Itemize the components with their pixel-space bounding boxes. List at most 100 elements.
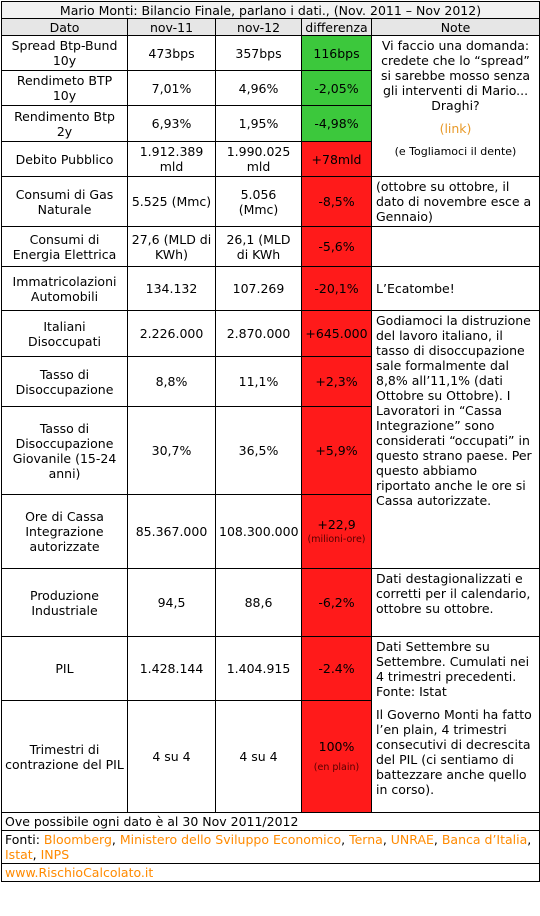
row-nov12: 107.269: [215, 266, 302, 311]
row-diff: +5,9%: [301, 406, 372, 495]
row-label: Rendimento Btp 2y: [1, 105, 128, 142]
table-row: Debito Pubblico 1.912.389 mld 1.990.025 …: [1, 141, 540, 177]
row-label: Produzione Industriale: [1, 568, 128, 637]
row-label: PIL: [1, 636, 128, 701]
table-row: Immatricolazioni Automobili 134.132 107.…: [1, 266, 540, 311]
row-diff: +645.000: [301, 310, 372, 357]
row-nov11: 4 su 4: [127, 700, 216, 813]
source-link-mise[interactable]: Ministero dello Sviluppo Economico: [119, 832, 342, 847]
row-nov12: 357bps: [215, 35, 302, 71]
row-diff-unit: (milioni-ore): [307, 533, 366, 545]
row-diff-value: +22,9: [317, 516, 356, 532]
row-diff: -2.4%: [301, 636, 372, 701]
row-label: Trimestri di contrazione del PIL: [1, 700, 128, 813]
row-nov11: 94,5: [127, 568, 216, 637]
row-nov12: 1,95%: [215, 105, 302, 142]
table-row: Spread Btp-Bund 10y 473bps 357bps 116bps…: [1, 35, 540, 177]
row-diff: -4,98%: [301, 105, 372, 142]
row-nov12: 26,1 (MLD di KWh: [215, 226, 302, 267]
row-nov12: 1.404.915: [215, 636, 302, 701]
row-label: Consumi di Energia Elettrica: [1, 226, 128, 267]
bilancio-table: Mario Monti: Bilancio Finale, parlano i …: [1, 1, 540, 882]
note-empty: [371, 226, 540, 267]
row-nov11: 30,7%: [127, 406, 216, 495]
table-row: Ore di Cassa Integrazione autorizzate 85…: [1, 494, 540, 569]
header-nov12: nov-12: [215, 18, 302, 36]
row-nov12: 5.056 (Mmc): [215, 176, 302, 227]
row-nov12: 108.300.000: [215, 494, 302, 569]
row-nov12: 1.990.025 mld: [215, 141, 302, 177]
note-togliamoci: (e Togliamoci il dente): [394, 145, 517, 158]
row-nov12: 36,5%: [215, 406, 302, 495]
note-link[interactable]: (link): [439, 121, 472, 136]
note-spread-question: Vi faccio una domanda: credete che lo “s…: [380, 38, 531, 113]
table-row: Italiani Disoccupati 2.226.000 2.870.000…: [1, 310, 540, 569]
row-nov11: 27,6 (MLD di KWh): [127, 226, 216, 267]
header-row: Dato nov-11 nov-12 differenza Note: [1, 18, 540, 36]
row-nov11: 2.226.000: [127, 310, 216, 357]
row-nov11: 1.428.144: [127, 636, 216, 701]
row-nov12: 11,1%: [215, 356, 302, 407]
row-nov12: 2.870.000: [215, 310, 302, 357]
table-row: Rendimeto BTP 10y 7,01% 4,96% -2,05%: [1, 70, 540, 106]
table-row: Tasso di Disoccupazione Giovanile (15-24…: [1, 406, 540, 495]
note-spread: Vi faccio una domanda: credete che lo “s…: [371, 35, 540, 177]
date-note: Ove possibile ogni dato è al 30 Nov 2011…: [1, 812, 540, 831]
note-pil-text: Dati Settembre su Settembre. Cumulati ne…: [376, 639, 530, 699]
source-link-inps[interactable]: INPS: [40, 847, 70, 862]
row-nov11: 85.367.000: [127, 494, 216, 569]
row-diff-value: 100%: [318, 738, 355, 754]
row-nov11: 1.912.389 mld: [127, 141, 216, 177]
row-label: Debito Pubblico: [1, 141, 128, 177]
sources-label: Fonti:: [5, 832, 40, 847]
sources-line: Fonti: Bloomberg, Ministero dello Svilup…: [1, 830, 540, 864]
table-row: Tasso di Disoccupazione 8,8% 11,1% +2,3%: [1, 356, 540, 407]
row-diff: -20,1%: [301, 266, 372, 311]
row-diff: +78mld: [301, 141, 372, 177]
source-link-bancaditalia[interactable]: Banca d’Italia: [441, 832, 528, 847]
source-link-unrae[interactable]: UNRAE: [390, 832, 434, 847]
note-pil: Dati Settembre su Settembre. Cumulati ne…: [371, 636, 540, 813]
table-row: Consumi di Energia Elettrica 27,6 (MLD d…: [1, 226, 540, 267]
row-label: Spread Btp-Bund 10y: [1, 35, 128, 71]
table-row: Produzione Industriale 94,5 88,6 -6,2% D…: [1, 568, 540, 637]
header-nov11: nov-11: [127, 18, 216, 36]
row-label: Tasso di Disoccupazione: [1, 356, 128, 407]
source-link-bloomberg[interactable]: Bloomberg: [43, 832, 112, 847]
table-row: PIL 1.428.144 1.404.915 -2.4% Dati Sette…: [1, 636, 540, 813]
table-title: Mario Monti: Bilancio Finale, parlano i …: [1, 1, 540, 19]
note-produzione: Dati destagionalizzati e corretti per il…: [371, 568, 540, 637]
note-trimestri-text: Il Governo Monti ha fatto l’en plain, 4 …: [376, 707, 532, 797]
row-nov11: 8,8%: [127, 356, 216, 407]
row-nov11: 473bps: [127, 35, 216, 71]
row-nov11: 7,01%: [127, 70, 216, 106]
row-label: Italiani Disoccupati: [1, 310, 128, 357]
row-diff: +2,3%: [301, 356, 372, 407]
row-diff: -2,05%: [301, 70, 372, 106]
row-nov11: 5.525 (Mmc): [127, 176, 216, 227]
row-nov12: 4,96%: [215, 70, 302, 106]
row-nov12: 88,6: [215, 568, 302, 637]
header-note: Note: [371, 18, 540, 36]
note-lavoro: Godiamoci la distruzione del lavoro ital…: [371, 310, 540, 569]
row-diff: 100% (en plain): [301, 700, 372, 813]
source-link-terna[interactable]: Terna: [349, 832, 383, 847]
row-diff: +22,9 (milioni-ore): [301, 494, 372, 569]
table-row: Trimestri di contrazione del PIL 4 su 4 …: [1, 700, 540, 813]
row-label: Consumi di Gas Naturale: [1, 176, 128, 227]
row-label: Rendimeto BTP 10y: [1, 70, 128, 106]
data-table-container: Mario Monti: Bilancio Finale, parlano i …: [1, 1, 540, 882]
row-diff: -5,6%: [301, 226, 372, 267]
site-link[interactable]: www.RischioCalcolato.it: [1, 863, 540, 882]
source-link-istat[interactable]: Istat: [5, 847, 33, 862]
table-row: Rendimento Btp 2y 6,93% 1,95% -4,98%: [1, 105, 540, 142]
row-nov11: 6,93%: [127, 105, 216, 142]
row-diff: -8,5%: [301, 176, 372, 227]
note-gas: (ottobre su ottobre, il dato di novembre…: [371, 176, 540, 227]
row-nov12: 4 su 4: [215, 700, 302, 813]
row-label: Ore di Cassa Integrazione autorizzate: [1, 494, 128, 569]
row-nov11: 134.132: [127, 266, 216, 311]
row-label: Immatricolazioni Automobili: [1, 266, 128, 311]
row-diff: -6,2%: [301, 568, 372, 637]
row-label: Tasso di Disoccupazione Giovanile (15-24…: [1, 406, 128, 495]
